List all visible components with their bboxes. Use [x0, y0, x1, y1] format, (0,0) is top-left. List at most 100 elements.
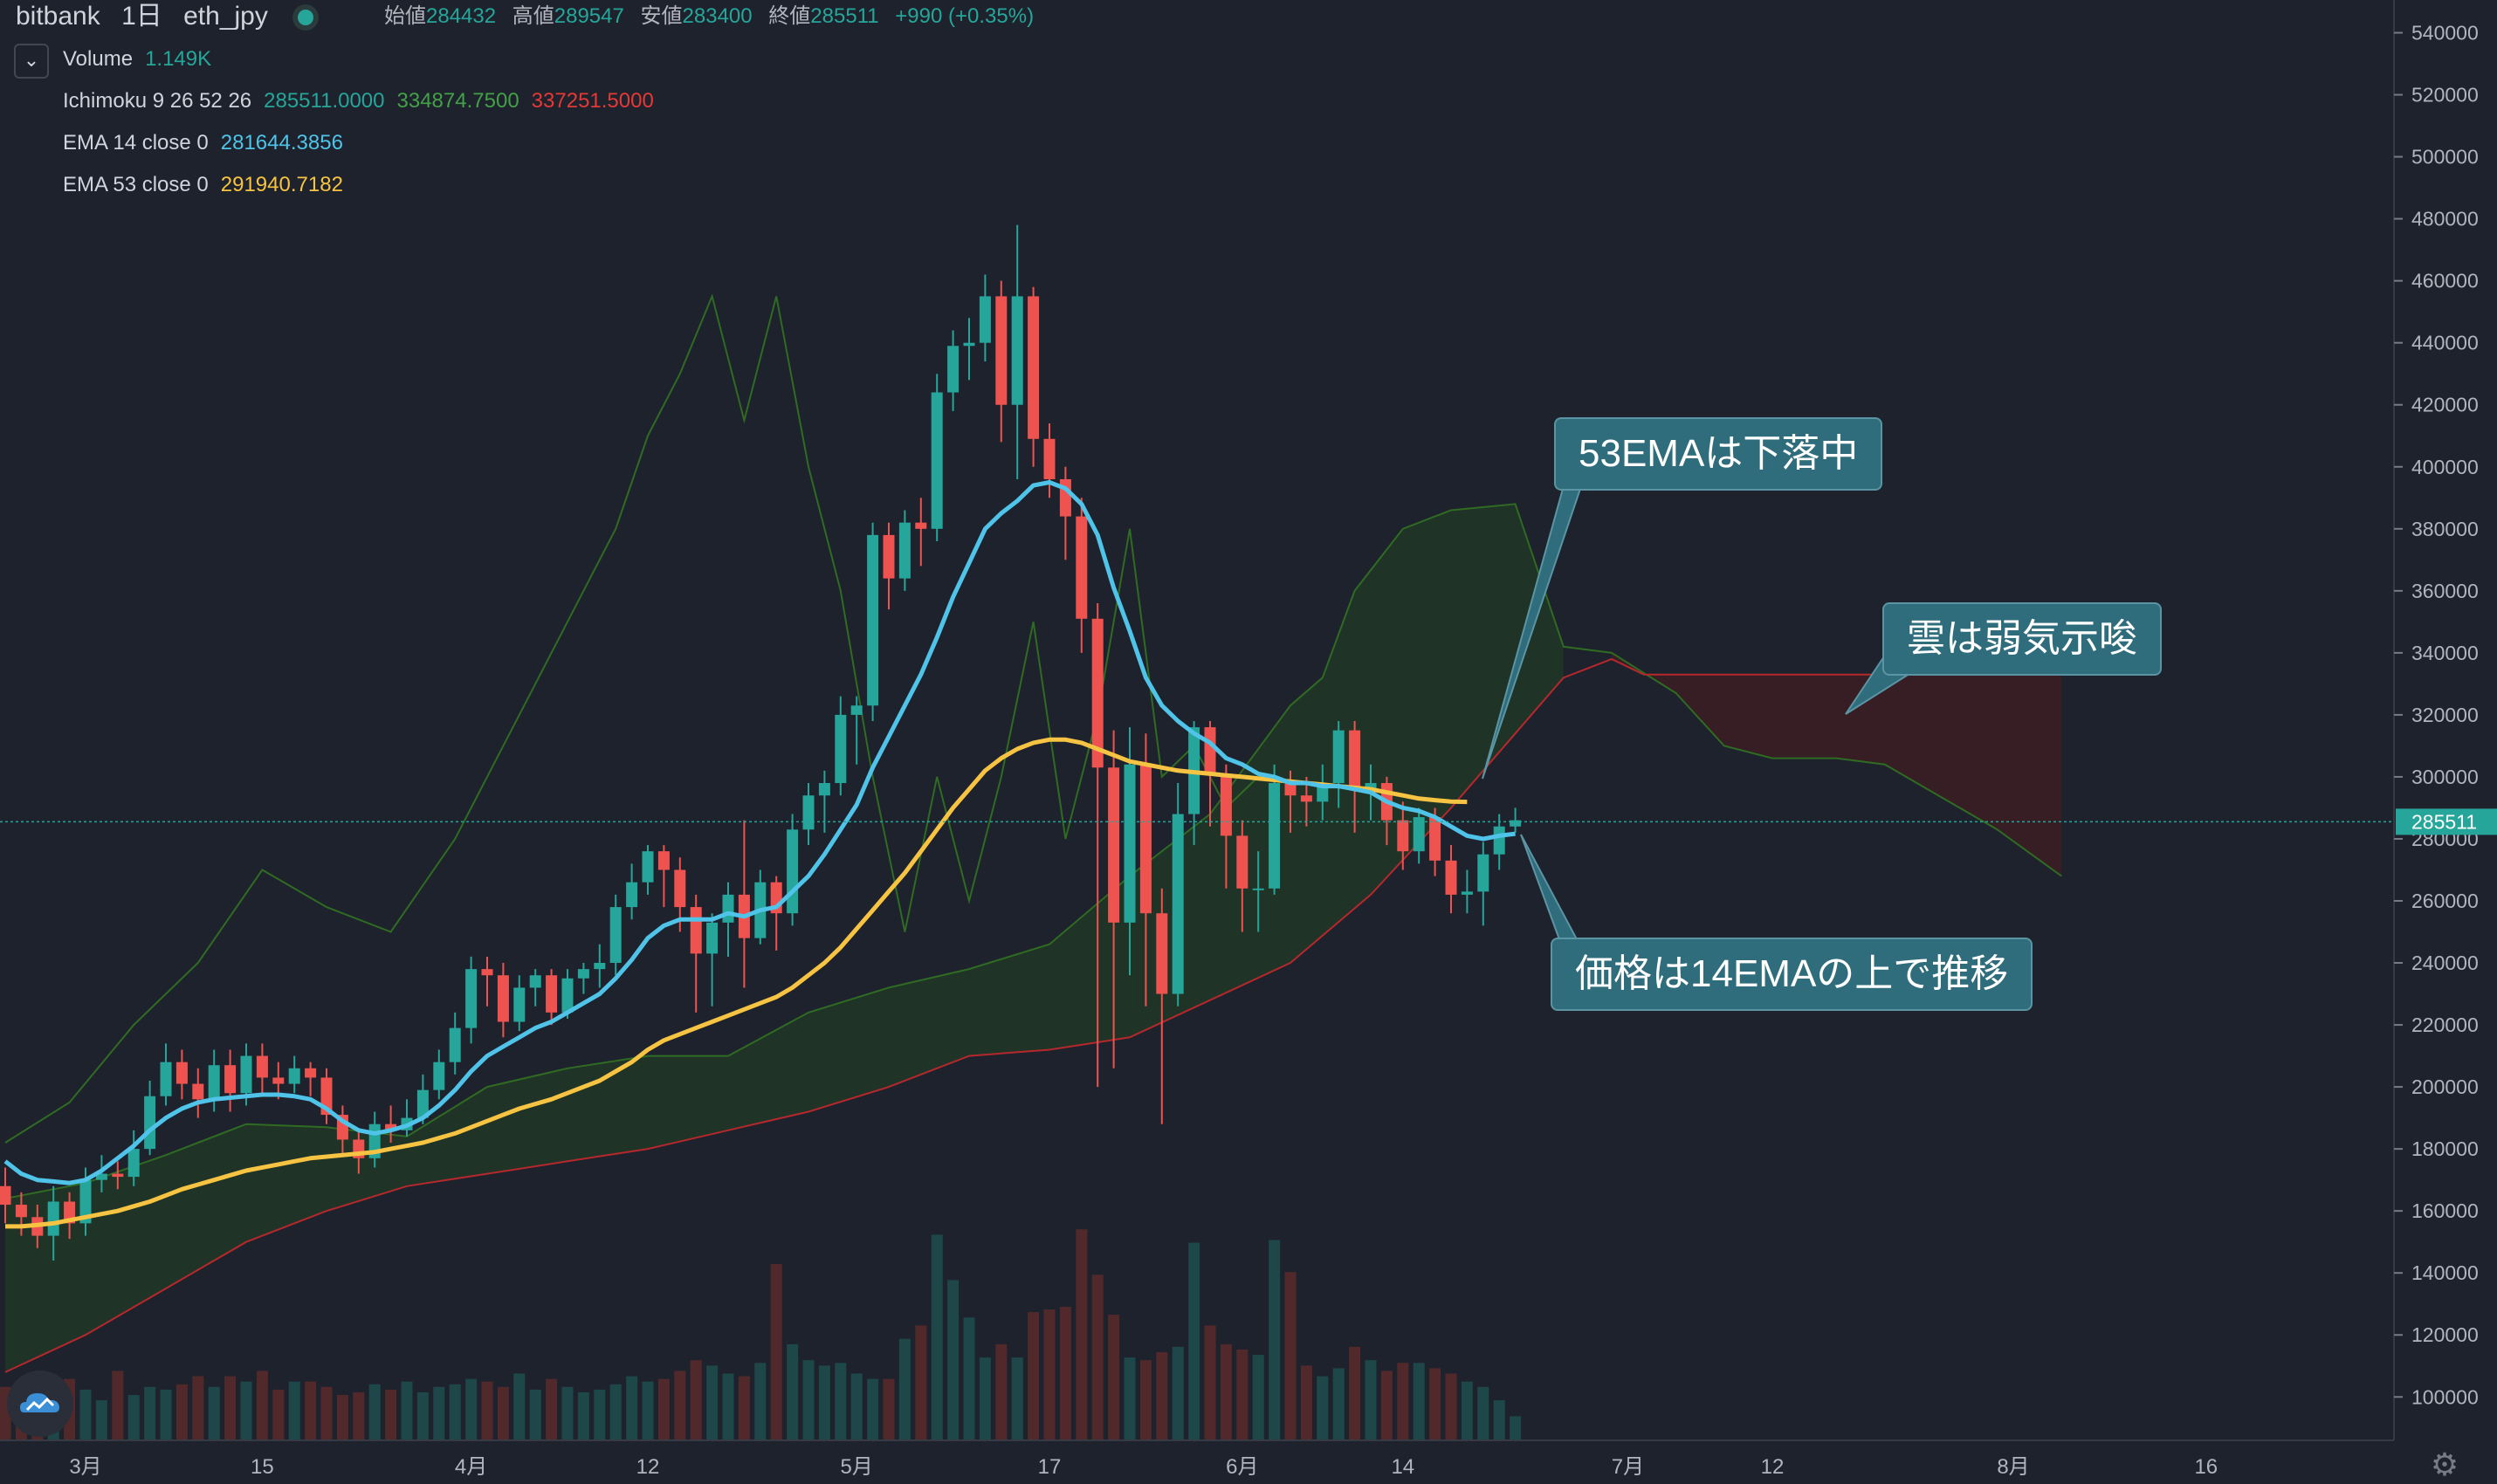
volume-bar — [320, 1386, 333, 1440]
indicator-ema14[interactable]: EMA 14 close 0 281644.3856 — [63, 127, 343, 159]
candle-body — [449, 1027, 461, 1062]
candle-body — [208, 1065, 220, 1100]
cloud-bullish-area — [5, 504, 1564, 1372]
callout-price-above-ema14[interactable]: 価格は14EMAの上で推移 — [1551, 938, 2033, 1011]
collapse-legend-button[interactable]: ⌄ — [14, 44, 49, 79]
candle-body — [1236, 835, 1248, 889]
volume-bar — [706, 1365, 719, 1440]
callout-cloud-bearish[interactable]: 雲は弱気示唆 — [1882, 602, 2162, 676]
volume-bar — [642, 1381, 654, 1440]
price-tick-label: 360000 — [2411, 580, 2479, 602]
callout-ema53-falling[interactable]: 53EMAは下落中 — [1554, 417, 1883, 491]
candle-body — [577, 969, 589, 979]
indicator-value: 285511.0000 — [264, 89, 385, 113]
time-axis[interactable]: 3月 15 4月 12 5月 17 6月 14 7月 12 8月 16 — [0, 1439, 2394, 1479]
low-label: 安値 — [640, 4, 683, 28]
volume-bar — [1124, 1357, 1136, 1440]
volume-bar — [979, 1357, 991, 1440]
time-tick-label: 5月 — [841, 1455, 873, 1479]
candle-body — [657, 851, 670, 870]
price-tick-label: 160000 — [2411, 1199, 2479, 1222]
volume-bar — [1365, 1360, 1377, 1440]
price-tick-label: 260000 — [2411, 890, 2479, 912]
candle-body — [898, 522, 911, 579]
candle-body — [15, 1205, 27, 1218]
candlesticks[interactable] — [0, 224, 1522, 1261]
high-label: 高値 — [512, 4, 554, 28]
volume-bar — [465, 1378, 478, 1440]
candle-body — [706, 922, 719, 954]
volume-bar — [401, 1381, 413, 1440]
open-label: 始値 — [384, 4, 426, 28]
candle-body — [240, 1055, 252, 1094]
price-tick-label: 340000 — [2411, 642, 2479, 664]
volume-bar — [1493, 1400, 1505, 1440]
volume-bar — [144, 1386, 156, 1440]
candle-body — [1413, 817, 1425, 852]
indicator-volume[interactable]: Volume 1.149K — [63, 44, 211, 75]
candle-body — [867, 534, 879, 706]
candle-body — [561, 978, 574, 1013]
candle-body — [1139, 764, 1152, 914]
volume-bar — [224, 1376, 237, 1440]
high-value: 289547 — [554, 4, 624, 28]
volume-bar — [1028, 1312, 1040, 1440]
volume-bar — [1236, 1349, 1248, 1440]
volume-bar — [385, 1389, 397, 1440]
candle-body — [433, 1061, 445, 1090]
volume-bar — [1349, 1346, 1361, 1440]
candle-body — [1269, 783, 1281, 889]
volume-bar — [127, 1394, 140, 1440]
indicator-ichimoku[interactable]: Ichimoku 9 26 52 26 285511.0000 334874.750… — [63, 86, 654, 117]
candle-body — [995, 296, 1008, 405]
volume-bar — [657, 1378, 670, 1440]
leading-span-a-line — [4, 503, 2062, 1199]
settings-gear-icon[interactable]: ⚙ — [2430, 1446, 2459, 1482]
volume-bar — [336, 1394, 348, 1440]
price-tick-label: 540000 — [2411, 22, 2479, 45]
volume-bar — [1461, 1381, 1473, 1440]
volume-bar — [529, 1389, 541, 1440]
volume-bar — [1076, 1229, 1088, 1440]
indicator-ema53[interactable]: EMA 53 close 0 291940.7182 — [63, 169, 343, 201]
volume-bar — [1252, 1355, 1264, 1440]
candle-body — [1172, 814, 1184, 994]
candle-body — [529, 975, 541, 988]
candle-body — [546, 975, 558, 1013]
candle-body — [979, 296, 991, 343]
interval[interactable]: 1日 — [121, 2, 162, 31]
price-tick-label: 240000 — [2411, 952, 2479, 974]
tradingview-logo-button[interactable] — [7, 1371, 73, 1437]
volume-bar — [1510, 1416, 1522, 1440]
candle-body — [1156, 913, 1168, 994]
volume-bar — [883, 1378, 895, 1440]
volume-bar — [1156, 1352, 1168, 1440]
time-tick-label: 17 — [1038, 1455, 1062, 1479]
cloud-logo-icon — [20, 1393, 59, 1412]
volume-bar — [1332, 1368, 1345, 1440]
symbol-header[interactable]: bitbank 1日 eth_jpy — [16, 0, 327, 33]
volume-bar — [867, 1378, 879, 1440]
time-tick-label: 4月 — [455, 1455, 487, 1479]
candle-body — [1043, 438, 1056, 479]
candle-body — [79, 1179, 92, 1224]
candle-body — [609, 907, 622, 964]
candle-body — [835, 714, 847, 784]
indicator-value: 337251.5000 — [531, 89, 654, 113]
volume-bar — [1380, 1371, 1393, 1440]
current-price-label: 285511 — [2411, 810, 2477, 833]
symbol-name: eth_jpy — [183, 2, 268, 31]
volume-bar — [963, 1317, 975, 1440]
volume-bar — [368, 1384, 381, 1440]
candle-body — [850, 705, 863, 715]
volume-bar — [1204, 1325, 1216, 1440]
volume-bar — [738, 1376, 750, 1440]
candle-body — [690, 907, 702, 954]
change-value: +990 (+0.35%) — [895, 4, 1035, 28]
volume-bars — [0, 1229, 1522, 1440]
candle-body — [626, 882, 638, 908]
volume-bar — [256, 1371, 268, 1440]
volume-bar — [1091, 1274, 1104, 1440]
